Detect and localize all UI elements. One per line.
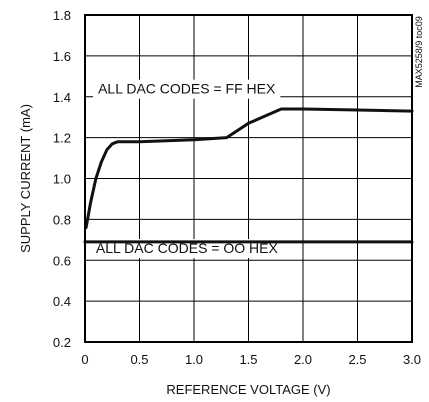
annotation-1: ALL DAC CODES = OO HEX: [96, 240, 279, 256]
x-tick-labels: 0 0.5 1.0 1.5 2.0 2.5 3.0: [81, 352, 421, 367]
y-tick-label-4: 1.0: [53, 172, 71, 187]
x-tick-label-4: 2.0: [294, 352, 312, 367]
annotation-0: ALL DAC CODES = FF HEX: [98, 81, 276, 97]
series-lines: [83, 107, 414, 244]
grid: [85, 15, 412, 342]
x-tick-label-5: 2.5: [348, 352, 366, 367]
y-tick-label-5: 1.2: [53, 131, 71, 146]
annotation-bg-1: [90, 239, 283, 259]
y-tick-label-3: 0.8: [53, 212, 71, 227]
x-tick-label-0: 0: [81, 352, 88, 367]
annotation-bg-0: [93, 79, 281, 99]
plot-frame: [84, 14, 413, 343]
y-tick-label-0: 0.2: [53, 335, 71, 350]
y-tick-label-1: 0.4: [53, 294, 71, 309]
figure-id-label: MAX5258/9 toc09: [414, 16, 424, 88]
x-tick-label-1: 0.5: [130, 352, 148, 367]
y-tick-labels: 0.2 0.4 0.6 0.8 1.0 1.2 1.4 1.6 1.8: [53, 8, 71, 350]
y-tick-label-6: 1.4: [53, 90, 71, 105]
series-line-0: [84, 107, 414, 229]
annotation-backgrounds: [90, 79, 283, 259]
y-axis-title: SUPPLY CURRENT (mA): [18, 104, 33, 253]
x-tick-label-6: 3.0: [403, 352, 421, 367]
x-axis-title: REFERENCE VOLTAGE (V): [166, 382, 330, 397]
y-tick-label-8: 1.8: [53, 8, 71, 23]
y-tick-label-7: 1.6: [53, 49, 71, 64]
x-tick-label-2: 1.0: [185, 352, 203, 367]
x-tick-label-3: 1.5: [239, 352, 257, 367]
annotations: ALL DAC CODES = FF HEX ALL DAC CODES = OO…: [96, 81, 279, 256]
y-tick-label-2: 0.6: [53, 253, 71, 268]
